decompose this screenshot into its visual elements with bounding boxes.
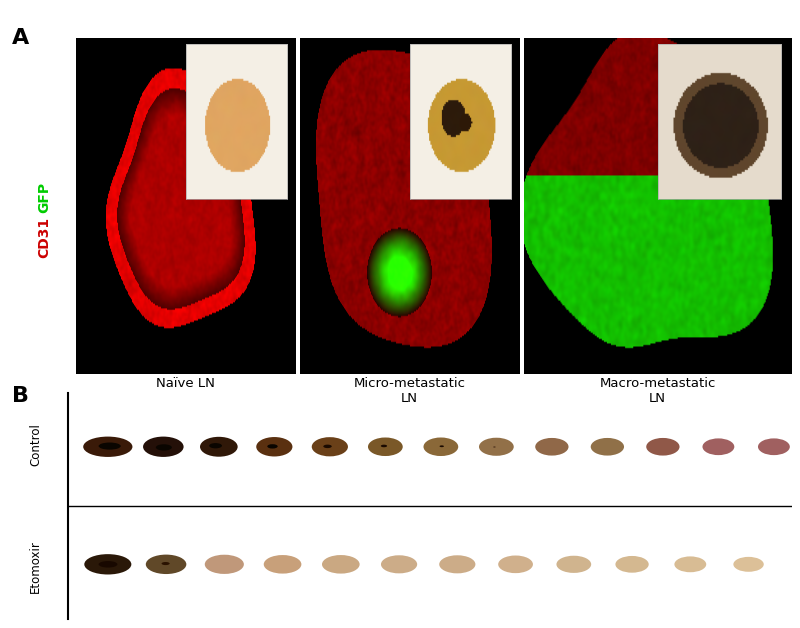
Ellipse shape (322, 555, 360, 573)
Ellipse shape (98, 443, 121, 450)
Text: Micro-metastatic
LN: Micro-metastatic LN (354, 377, 466, 405)
Ellipse shape (146, 555, 186, 574)
Ellipse shape (557, 556, 591, 573)
Ellipse shape (200, 437, 238, 457)
Ellipse shape (423, 438, 458, 456)
Ellipse shape (381, 555, 417, 573)
Ellipse shape (209, 443, 222, 448)
Ellipse shape (646, 438, 679, 455)
Ellipse shape (734, 557, 764, 571)
Ellipse shape (439, 555, 475, 573)
Ellipse shape (143, 436, 183, 457)
Ellipse shape (323, 445, 332, 448)
Text: GFP: GFP (37, 182, 51, 214)
Ellipse shape (156, 444, 172, 450)
Ellipse shape (264, 555, 302, 573)
Text: Etomoxir: Etomoxir (29, 540, 42, 593)
Ellipse shape (674, 556, 706, 572)
Ellipse shape (312, 437, 348, 457)
Text: CD31: CD31 (37, 217, 51, 258)
Ellipse shape (479, 438, 514, 456)
Ellipse shape (498, 556, 533, 573)
Ellipse shape (84, 554, 131, 575)
Text: Macro-metastatic
LN: Macro-metastatic LN (599, 377, 716, 405)
Ellipse shape (267, 444, 278, 448)
Ellipse shape (83, 436, 133, 457)
Ellipse shape (535, 438, 569, 455)
Ellipse shape (758, 438, 790, 455)
Text: Control: Control (29, 423, 42, 466)
Text: A: A (12, 28, 30, 48)
Ellipse shape (368, 438, 402, 456)
Ellipse shape (162, 562, 170, 565)
Text: Naïve LN: Naïve LN (156, 377, 215, 390)
Ellipse shape (590, 438, 624, 455)
Ellipse shape (493, 447, 496, 448)
Ellipse shape (439, 445, 444, 447)
Ellipse shape (256, 437, 293, 457)
Ellipse shape (381, 445, 387, 447)
Ellipse shape (205, 555, 244, 574)
Ellipse shape (98, 561, 118, 568)
Ellipse shape (702, 438, 734, 455)
Text: B: B (12, 386, 29, 406)
Ellipse shape (615, 556, 649, 573)
